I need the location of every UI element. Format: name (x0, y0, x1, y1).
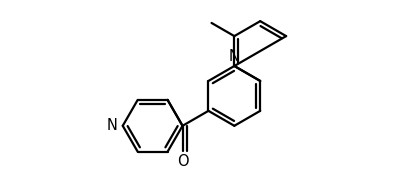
Text: N: N (229, 49, 240, 64)
Text: N: N (107, 118, 117, 133)
Text: O: O (177, 154, 188, 169)
